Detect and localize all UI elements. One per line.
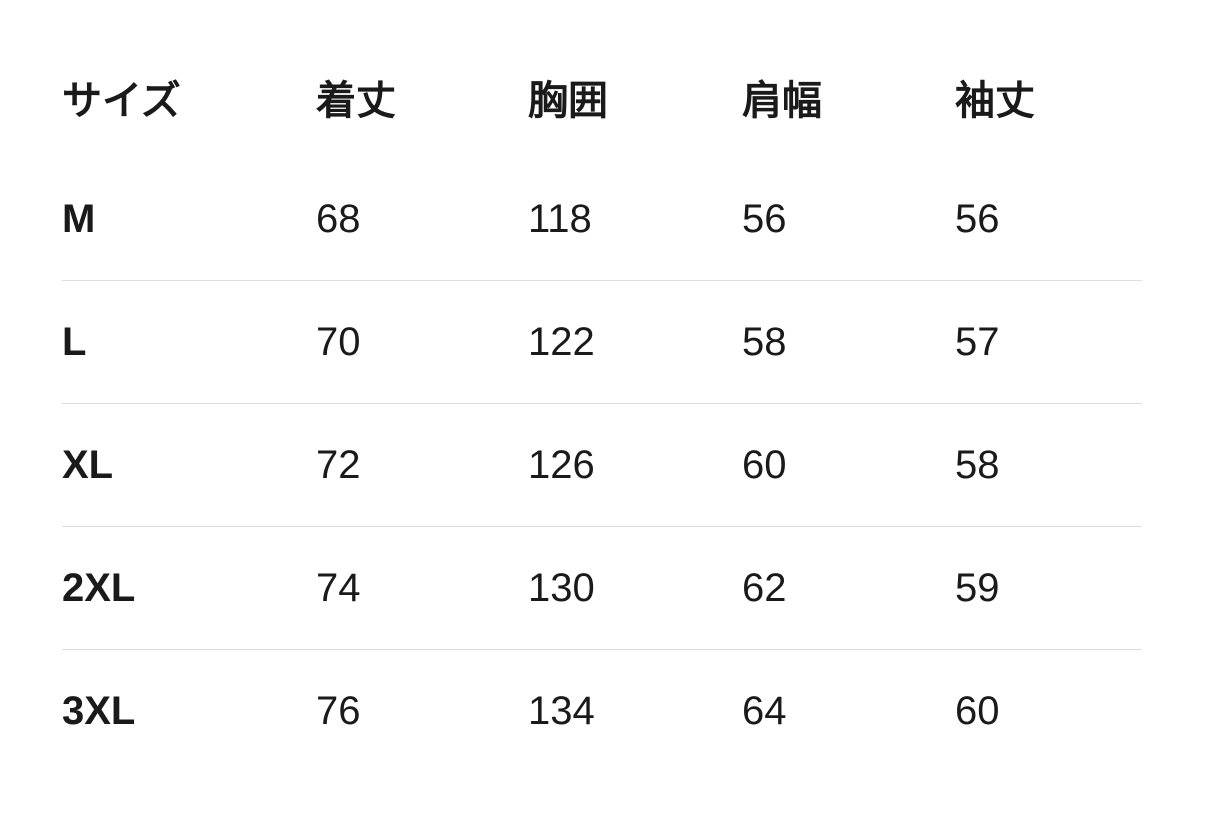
cell-size: L [62,319,87,364]
cell-length: 72 [316,442,361,487]
cell-length: 76 [316,688,361,733]
cell-chest: 118 [528,196,592,241]
cell-shoulder: 58 [742,319,787,364]
cell-length: 68 [316,196,361,241]
table-row: M 68 118 56 56 [62,158,1142,281]
cell-chest: 126 [528,442,595,487]
table-row: L 70 122 58 57 [62,281,1142,404]
cell-length: 70 [316,319,361,364]
cell-size: 2XL [62,565,136,610]
cell-chest: 134 [528,688,595,733]
cell-sleeve: 56 [955,196,1000,241]
cell-shoulder: 62 [742,565,787,610]
cell-sleeve: 60 [955,688,1000,733]
table-row: XL 72 126 60 58 [62,404,1142,527]
header-size: サイズ [62,79,181,123]
cell-sleeve: 58 [955,442,1000,487]
size-chart-table: サイズ 着丈 胸囲 肩幅 袖丈 M 68 118 56 56 L 70 122 58 57 XL 72… [62,36,1142,772]
cell-chest: 122 [528,319,595,364]
cell-length: 74 [316,565,361,610]
header-length: 着丈 [316,79,396,123]
table-row: 2XL 74 130 62 59 [62,527,1142,650]
cell-shoulder: 60 [742,442,787,487]
header-sleeve: 袖丈 [955,79,1035,123]
cell-size: XL [62,442,114,487]
cell-chest: 130 [528,565,595,610]
cell-shoulder: 64 [742,688,787,733]
table-row: 3XL 76 134 64 60 [62,650,1142,773]
cell-shoulder: 56 [742,196,787,241]
cell-sleeve: 57 [955,319,1000,364]
cell-size: M [62,196,96,241]
cell-sleeve: 59 [955,565,1000,610]
header-chest: 胸囲 [528,79,608,123]
header-row: サイズ 着丈 胸囲 肩幅 袖丈 [62,36,1142,158]
header-shoulder: 肩幅 [742,79,822,123]
cell-size: 3XL [62,688,136,733]
